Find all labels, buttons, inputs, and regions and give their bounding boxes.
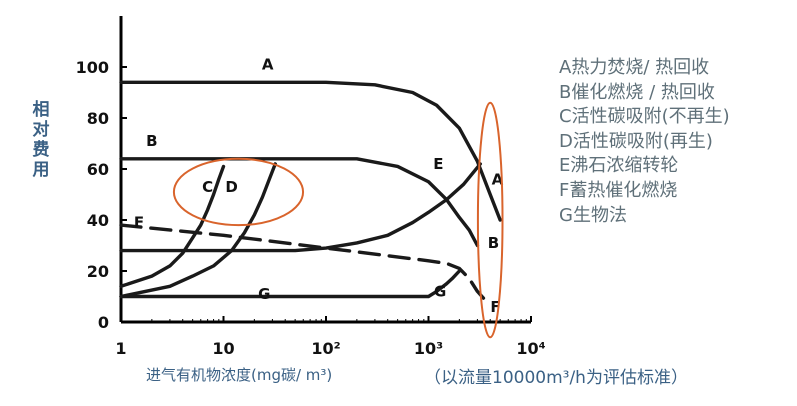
series-line-d: [119, 162, 277, 299]
x-tick-label: 10³: [414, 339, 443, 358]
curve-label-e: E: [433, 155, 443, 173]
highlight-ellipse: [476, 101, 504, 339]
curve-label-a: A: [492, 170, 504, 188]
curve-label-f: F: [490, 298, 500, 316]
x-axis-note: （以流量10000m³/h为评估标准）: [424, 368, 688, 388]
x-tick-label: 1: [115, 339, 126, 358]
legend-item-c: C活性碳吸附(不再生): [559, 106, 730, 128]
legend-item-e: E沸石浓缩转轮: [559, 155, 679, 177]
legend-item-d: D活性碳吸附(再生): [559, 130, 713, 152]
legend-item-f: F蓄热催化燃烧: [559, 179, 678, 201]
highlight-ellipses: [172, 101, 504, 339]
series-line-b: [119, 157, 480, 248]
curve-label-a: A: [262, 56, 274, 74]
series-line-g: [119, 269, 462, 299]
highlight-ellipse: [172, 157, 305, 227]
x-tick-label: 10: [212, 339, 234, 358]
y-tick-label: 80: [87, 109, 109, 128]
x-tick-label: 10⁴: [516, 339, 545, 358]
x-tick-label: 10²: [311, 339, 340, 358]
y-tick-label: 100: [76, 58, 109, 77]
curve-label-b: B: [488, 234, 499, 252]
series-line-a: [119, 80, 502, 222]
curve-labels: A B C D E A B F F G G: [134, 56, 504, 316]
series-line-e: [119, 162, 482, 253]
legend-item-b: B催化燃烧 / 热回收: [559, 81, 715, 103]
curves: [119, 80, 502, 306]
y-tick-label: 40: [87, 211, 109, 230]
legend-item-g: G生物法: [559, 204, 627, 226]
curve-label-g: G: [258, 285, 270, 303]
legend: A热力焚烧/ 热回收 B催化燃烧 / 热回收 C活性碳吸附(不再生) D活性碳吸…: [559, 56, 730, 228]
y-tick-label: 20: [87, 262, 109, 281]
curve-label-g: G: [434, 283, 446, 301]
y-tick-label: 60: [87, 160, 109, 179]
curve-label-f: F: [134, 214, 144, 232]
curve-label-b: B: [146, 132, 157, 150]
curve-label-d: D: [225, 178, 237, 196]
y-tick-label: 0: [98, 313, 109, 332]
axes: 0 20 40 60 80 100 1 10 10² 10³ 10⁴: [76, 16, 546, 358]
x-axis-label: 进气有机物浓度(mg碳/ m³): [146, 366, 333, 384]
y-axis-label: 相对费用: [32, 100, 50, 180]
legend-item-a: A热力焚烧/ 热回收: [559, 57, 710, 78]
curve-label-c: C: [202, 178, 213, 196]
